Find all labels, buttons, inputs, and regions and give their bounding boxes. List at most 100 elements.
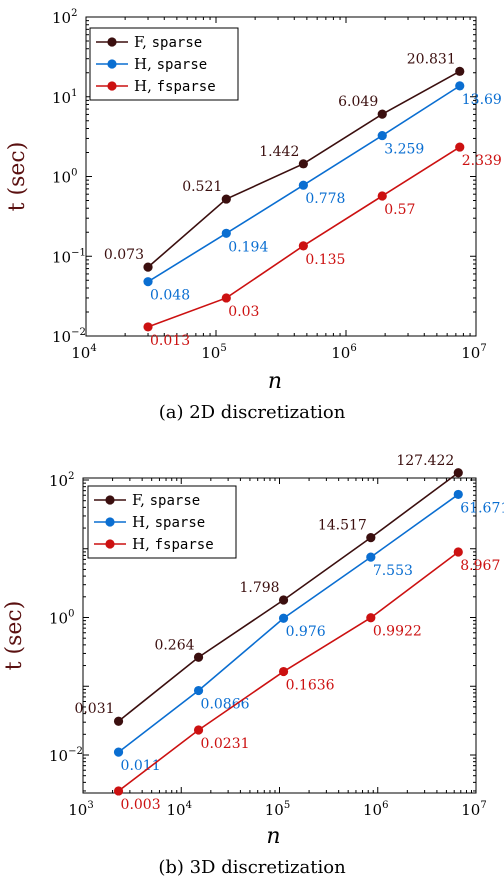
data-point: [298, 180, 308, 190]
data-point: [377, 109, 387, 119]
data-label: 0.778: [305, 191, 345, 207]
data-point: [453, 489, 463, 500]
data-label: 7.553: [373, 563, 413, 579]
legend-entry: F, sparse: [134, 33, 202, 51]
x-tick-label: 106: [363, 800, 388, 819]
data-label: 0.135: [305, 252, 345, 268]
x-tick-label: 103: [68, 800, 93, 819]
y-tick-base: 10: [52, 328, 71, 346]
data-point: [113, 747, 124, 757]
legend-entry: H, fsparse: [134, 77, 216, 95]
data-label: 0.073: [104, 247, 144, 263]
legend-swatch-marker: [105, 495, 115, 505]
data-point: [113, 786, 124, 796]
data-label: 61.671: [460, 500, 504, 516]
legend-entry: H, sparse: [134, 55, 207, 73]
legend-swatch-marker: [107, 37, 117, 47]
x-tick-base: 10: [265, 801, 284, 819]
data-label: 0.976: [286, 624, 326, 640]
series-line: [147, 146, 461, 328]
data-point: [377, 130, 387, 141]
y-tick-label: 10−1: [52, 247, 86, 266]
x-tick-label: 104: [167, 800, 192, 819]
legend-entry: H, fsparse: [132, 535, 214, 553]
data-label: 13.69: [462, 92, 502, 108]
y-tick-label: 10−2: [49, 746, 83, 765]
x-tick-base: 10: [68, 801, 87, 819]
legend-swatch-marker: [105, 539, 115, 549]
x-tick-base: 10: [363, 801, 382, 819]
data-label: 8.967: [460, 558, 500, 574]
series-line: [147, 70, 461, 268]
x-tick-label: 105: [265, 800, 290, 819]
series-F-sparse: 0.031 0.264 1.798 14.517 127.422: [74, 453, 463, 726]
x-tick-label: 107: [461, 343, 486, 362]
legend-prefix: F,: [134, 33, 152, 51]
y-tick-base: 10: [52, 9, 71, 27]
data-point: [298, 159, 308, 169]
data-label: 0.1636: [286, 678, 335, 694]
data-label: 0.0866: [201, 697, 250, 713]
legend-method: fsparse: [157, 79, 216, 95]
x-tick-label: 106: [331, 343, 356, 362]
legend-swatch-marker: [107, 59, 117, 69]
data-label: 0.264: [154, 637, 194, 653]
x-tick-exp: 7: [480, 343, 486, 354]
data-label: 1.798: [239, 580, 279, 596]
x-tick-exp: 4: [90, 343, 96, 354]
x-tick-exp: 5: [220, 343, 226, 354]
data-label: 2.339: [462, 153, 502, 169]
legend-prefix: H,: [134, 77, 157, 95]
data-point: [193, 652, 204, 662]
x-axis-label: n: [266, 824, 280, 849]
data-point: [221, 293, 231, 303]
data-label: 127.422: [396, 453, 454, 469]
series-H-sparse: 0.011 0.0866 0.976 7.553 61.671: [113, 489, 504, 774]
data-point: [298, 241, 308, 251]
data-point: [453, 468, 463, 478]
y-tick-exp: 0: [68, 609, 74, 620]
series-H-fsparse: 0.003 0.0231 0.1636 0.9922 8.967: [113, 547, 500, 813]
data-point: [193, 685, 204, 696]
legend-swatch-marker: [107, 81, 117, 91]
y-tick-base: 10: [49, 610, 68, 628]
y-axis-label: t (sec): [2, 601, 27, 671]
y-tick-base: 10: [52, 89, 71, 107]
data-point: [453, 547, 463, 557]
y-tick-exp: 2: [68, 471, 74, 482]
data-label: 0.521: [182, 179, 222, 195]
y-tick-exp: −1: [71, 247, 86, 258]
x-tick-exp: 3: [87, 800, 93, 811]
data-point: [366, 613, 376, 623]
data-label: 0.013: [150, 333, 190, 349]
data-point: [278, 666, 289, 677]
data-point: [221, 194, 231, 204]
data-label: 0.031: [74, 701, 114, 717]
data-label: 14.517: [318, 518, 367, 534]
y-tick-base: 10: [49, 472, 68, 490]
data-point: [143, 277, 153, 287]
caption: (b) 3D discretization: [158, 857, 346, 878]
x-tick-exp: 6: [382, 800, 388, 811]
x-tick-exp: 7: [480, 800, 486, 811]
data-point: [366, 533, 376, 543]
legend-prefix: H,: [132, 513, 155, 531]
data-label: 0.003: [121, 797, 161, 813]
x-tick-base: 10: [461, 801, 480, 819]
y-tick-label: 102: [52, 8, 77, 27]
x-tick-exp: 4: [186, 800, 192, 811]
x-tick-base: 10: [461, 344, 480, 362]
x-tick-base: 10: [71, 344, 90, 362]
y-tick-label: 102: [49, 471, 74, 490]
x-tick-base: 10: [167, 801, 186, 819]
legend-prefix: H,: [132, 535, 155, 553]
x-tick-exp: 6: [350, 343, 356, 354]
series-H-sparse: 0.048 0.194 0.778 3.259 13.69: [143, 81, 502, 304]
data-label: 0.03: [228, 304, 259, 320]
data-label: 0.048: [150, 288, 190, 304]
x-tick-exp: 5: [284, 800, 290, 811]
